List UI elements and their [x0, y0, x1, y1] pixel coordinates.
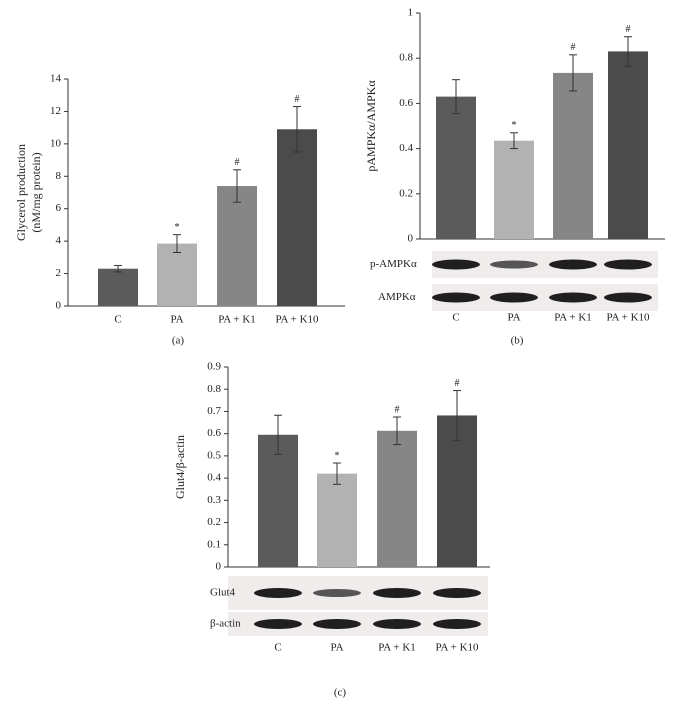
y-tick-label: 4: [56, 235, 62, 247]
x-tick-label: PA + K1: [378, 642, 416, 654]
annotation: #: [295, 94, 300, 105]
bar: [377, 430, 417, 567]
x-tick-label: PA: [330, 642, 343, 654]
y-tick-label: 0.9: [207, 361, 221, 373]
y-tick-label: 0.4: [207, 472, 221, 484]
y-tick-label: 0.8: [399, 52, 413, 64]
y-tick-label: 0.3: [207, 494, 221, 506]
y-axis-label: Glycerol production: [14, 144, 28, 241]
y-tick-label: 0.2: [399, 187, 413, 199]
blot-band: [254, 588, 302, 598]
blot-band: [433, 588, 481, 598]
blot-band: [313, 619, 361, 629]
panel-label: (b): [511, 335, 524, 347]
bar: [553, 72, 593, 239]
annotation: #: [455, 378, 460, 389]
y-tick-label: 0.1: [207, 538, 221, 550]
blot-band: [549, 292, 597, 303]
bar: [98, 268, 138, 306]
x-tick-label: C: [274, 642, 281, 654]
blot-label: p-AMPKα: [370, 258, 417, 270]
y-tick-label: 0.8: [207, 383, 221, 395]
blot-band: [432, 292, 480, 303]
bar: [608, 51, 648, 239]
y-axis-label: (nM/mg protein): [29, 152, 43, 232]
y-tick-label: 0: [216, 561, 222, 573]
blot-band: [313, 589, 361, 597]
bar: [217, 186, 257, 306]
annotation: #: [235, 157, 240, 168]
blot-band: [490, 292, 538, 303]
panel-label: (a): [172, 335, 185, 347]
y-tick-label: 0: [408, 233, 414, 245]
x-tick-label: C: [452, 312, 459, 324]
blot-band: [373, 588, 421, 598]
x-tick-label: PA + K1: [554, 312, 592, 324]
annotation: #: [571, 42, 576, 53]
y-tick-label: 10: [50, 137, 62, 149]
x-tick-label: PA + K10: [435, 642, 479, 654]
x-tick-label: PA: [170, 314, 183, 326]
y-tick-label: 0.6: [399, 97, 413, 109]
panel-label: (c): [334, 687, 347, 699]
y-tick-label: 0.2: [207, 516, 221, 528]
x-tick-label: C: [114, 314, 121, 326]
bar: [494, 140, 534, 239]
y-tick-label: 1: [408, 7, 414, 19]
blot-band: [254, 619, 302, 629]
y-tick-label: 0.7: [207, 405, 221, 417]
x-tick-label: PA + K1: [218, 314, 256, 326]
annotation: #: [395, 404, 400, 415]
blot-band: [490, 260, 538, 269]
bar: [317, 473, 357, 567]
y-tick-label: 14: [50, 73, 62, 85]
y-tick-label: 2: [56, 267, 62, 279]
blot-label: β-actin: [210, 618, 241, 630]
y-axis-label: pAMPKα/AMPKα: [364, 80, 378, 172]
y-tick-label: 0.4: [399, 142, 413, 154]
y-tick-label: 0: [56, 300, 62, 312]
y-tick-label: 0.6: [207, 427, 221, 439]
blot-band: [433, 619, 481, 629]
bar: [258, 434, 298, 567]
blot-band: [604, 259, 652, 270]
x-tick-label: PA: [507, 312, 520, 324]
blot-band: [432, 259, 480, 270]
bar: [277, 129, 317, 306]
annotation: *: [175, 222, 180, 233]
blot-band: [549, 259, 597, 270]
blot-band: [604, 292, 652, 303]
annotation: *: [335, 450, 340, 461]
bar: [157, 243, 197, 306]
y-tick-label: 8: [56, 170, 62, 182]
y-tick-label: 0.5: [207, 449, 221, 461]
y-tick-label: 6: [56, 202, 62, 214]
x-tick-label: PA + K10: [275, 314, 319, 326]
annotation: *: [512, 120, 517, 131]
x-tick-label: PA + K10: [606, 312, 650, 324]
blot-band: [373, 619, 421, 629]
annotation: #: [626, 24, 631, 35]
y-axis-label: Glut4/β-actin: [173, 435, 187, 499]
bar: [436, 96, 476, 240]
y-tick-label: 12: [50, 105, 61, 117]
blot-label: AMPKα: [378, 291, 416, 303]
blot-label: Glut4: [210, 587, 236, 599]
